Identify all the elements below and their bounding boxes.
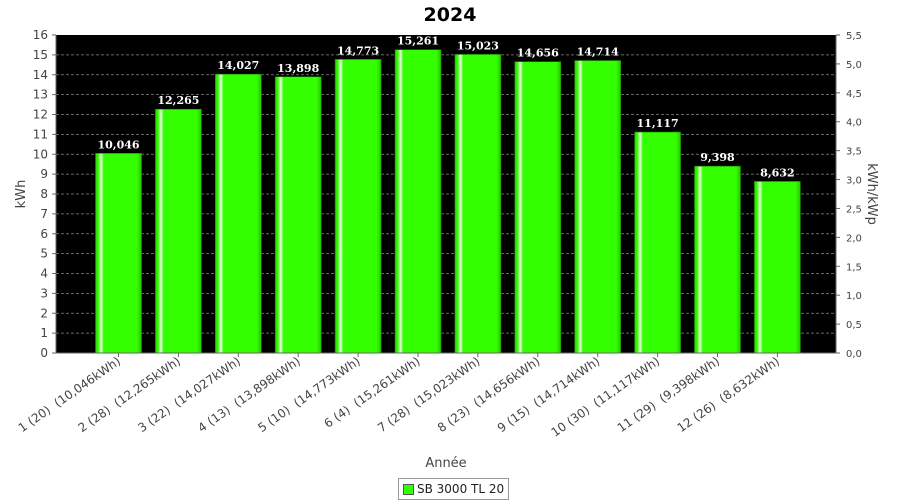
bar-data-label: 10,046	[97, 138, 139, 151]
y-right-tick-label: 1,5	[846, 262, 862, 273]
y-right-tick-label: 1,0	[846, 291, 862, 302]
bar-data-label: 15,023	[457, 39, 499, 52]
y-tick-label: 9	[40, 167, 48, 181]
bar	[95, 153, 142, 354]
y-axis-label: kWh	[14, 180, 29, 209]
bar-data-label: 9,398	[700, 151, 735, 164]
y-tick-label: 0	[40, 346, 48, 360]
bar	[694, 165, 741, 354]
x-tick-label: 7 (28) (15,023kWh)	[375, 354, 483, 435]
y-tick-label: 11	[33, 127, 48, 141]
bar-data-label: 15,261	[397, 35, 439, 48]
y-right-tick-label: 4,0	[846, 118, 862, 129]
y-right-tick-label: 2,0	[846, 233, 862, 244]
y-tick-label: 5	[40, 247, 48, 261]
x-tick-label: 12 (26) (8,632kWh)	[675, 354, 783, 435]
y-right-tick-label: 0,5	[846, 320, 862, 331]
bar	[514, 61, 562, 354]
y-tick-label: 15	[33, 48, 48, 62]
x-tick-label: 8 (23) (14,656kWh)	[435, 354, 543, 435]
y-tick-label: 7	[40, 207, 48, 221]
bar	[155, 108, 202, 354]
bar	[754, 181, 801, 354]
legend: SB 3000 TL 20	[398, 478, 510, 500]
y-right-tick-label: 3,5	[846, 147, 862, 158]
bar	[274, 76, 322, 354]
x-tick-label: 6 (4) (15,261kWh)	[321, 354, 422, 431]
x-tick-label: 9 (15) (14,714kWh)	[495, 354, 603, 435]
y-right-tick-label: 0,0	[846, 349, 862, 360]
y-tick-label: 4	[40, 267, 48, 281]
bar-data-label: 11,117	[637, 117, 679, 130]
y-tick-label: 2	[40, 306, 48, 320]
x-tick-label: 10 (30) (11,117kWh)	[549, 354, 663, 440]
bar	[334, 59, 382, 354]
y-right-tick-label: 5,5	[846, 31, 862, 42]
legend-label: SB 3000 TL 20	[417, 482, 505, 496]
y-tick-label: 14	[33, 68, 48, 82]
bar	[634, 131, 681, 354]
bar-data-label: 14,027	[217, 59, 259, 72]
y-tick-label: 12	[33, 108, 48, 122]
y-right-tick-label: 5,0	[846, 60, 862, 71]
bar	[574, 60, 622, 354]
y-tick-label: 1	[40, 326, 48, 340]
bar	[394, 49, 442, 354]
chart-title: 2024	[424, 4, 477, 26]
x-tick-label: 5 (10) (14,773kWh)	[255, 354, 363, 435]
y-right-tick-label: 2,5	[846, 204, 862, 215]
x-tick-label: 4 (13) (13,898kWh)	[195, 354, 303, 435]
bars: 10,046 12,265 14,027 13,898 14,773 15,261 15,0…	[95, 35, 801, 354]
y-tick-label: 13	[33, 88, 48, 102]
bar	[215, 73, 262, 354]
bar-data-label: 14,773	[337, 44, 379, 57]
x-tick-label: 11 (29) (9,398kWh)	[615, 354, 723, 435]
bar	[454, 54, 502, 354]
y-tick-label: 8	[40, 187, 48, 201]
x-axis-label: Année	[425, 456, 466, 471]
bar-data-label: 8,632	[760, 166, 794, 179]
y-axis-right-label: kWh/kWp	[864, 163, 879, 225]
y-tick-label: 16	[33, 28, 48, 42]
x-tick-label: 2 (28) (12,265kWh)	[76, 354, 184, 435]
x-tick-label: 3 (22) (14,027kWh)	[135, 354, 243, 435]
y-right-tick-label: 3,0	[846, 176, 862, 187]
y-tick-label: 10	[33, 147, 48, 161]
bar-data-label: 12,265	[157, 94, 199, 107]
y-right-tick-label: 4,5	[846, 89, 862, 100]
bar-data-label: 13,898	[277, 62, 319, 75]
bar-data-label: 14,714	[577, 46, 619, 59]
y-tick-label: 3	[40, 286, 48, 300]
y-tick-label: 6	[40, 227, 48, 241]
legend-swatch	[403, 483, 414, 495]
x-tick-label: 1 (20) (10,046kWh)	[16, 354, 124, 435]
bar-data-label: 14,656	[517, 47, 559, 60]
